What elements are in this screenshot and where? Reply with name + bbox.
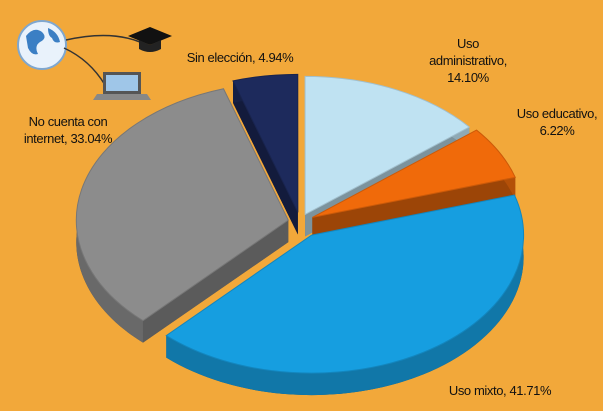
slice-rim [166, 195, 524, 396]
slice [304, 75, 471, 216]
icon [17, 20, 172, 100]
data-label: No cuenta con internet, 33.04% [24, 114, 113, 146]
slice-wall [233, 80, 298, 235]
data-label: Sin elección, 4.94% [187, 50, 294, 65]
slice [75, 88, 289, 322]
slice [232, 73, 299, 213]
cap-base [139, 40, 161, 52]
slice [165, 194, 525, 374]
globe [17, 20, 67, 70]
slice-wall [142, 220, 289, 343]
cables [63, 34, 141, 86]
laptop-display [106, 75, 138, 91]
data-label: Uso mixto, 41.71% [449, 383, 552, 398]
slice [312, 129, 516, 218]
data-label: Uso educativo, 6.22% [517, 106, 597, 138]
data-label: Uso administrativo, 14.10% [429, 36, 507, 85]
globe-land [26, 28, 60, 55]
slice-wall [312, 177, 516, 240]
laptop-base [93, 94, 151, 100]
